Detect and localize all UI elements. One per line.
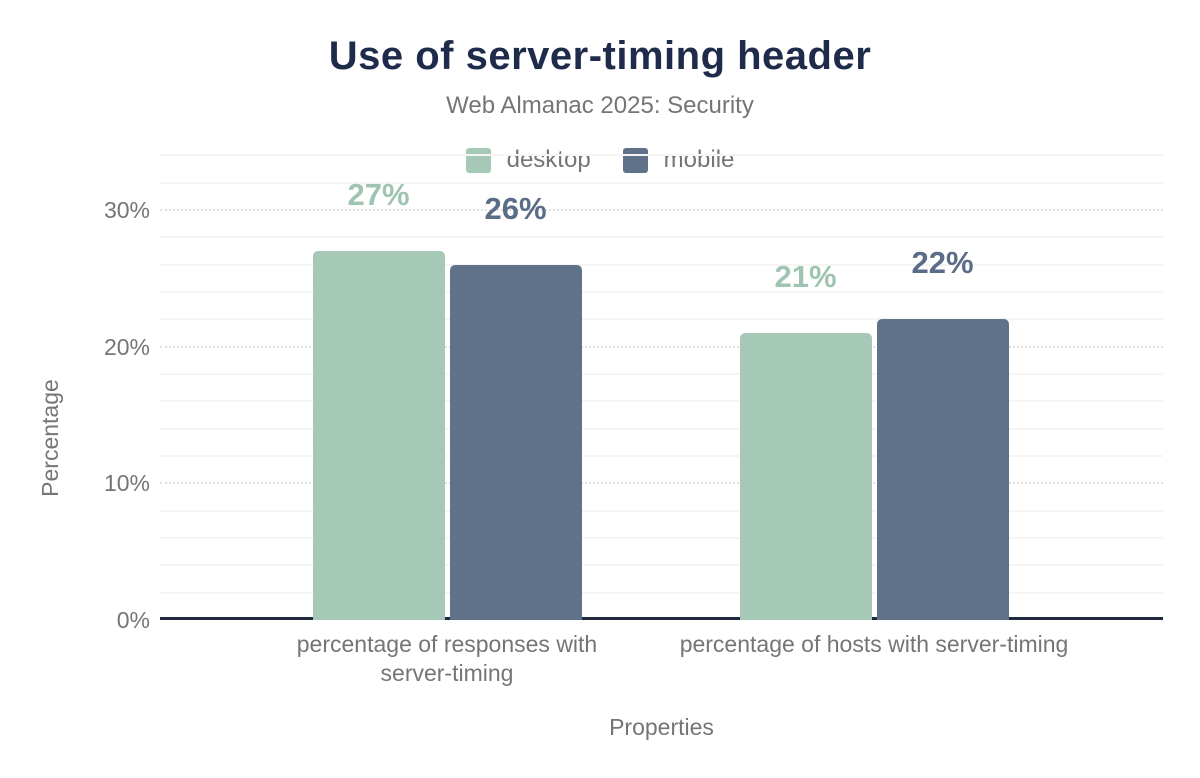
gridline-minor <box>160 181 1163 184</box>
legend-item-desktop: desktop <box>465 146 591 174</box>
gridline-major <box>160 482 1163 485</box>
gridline-minor <box>160 400 1163 403</box>
gridline-minor <box>160 263 1163 266</box>
legend: desktop mobile <box>0 146 1200 174</box>
gridline-minor <box>160 154 1163 157</box>
gridline-minor <box>160 591 1163 594</box>
bar-value-label-mobile-1: 22% <box>911 245 974 281</box>
y-tick-label-0: 0% <box>116 607 150 633</box>
plot-area: 27% 26% 21% 22% <box>160 154 1163 620</box>
chart-title: Use of server-timing header <box>328 34 872 78</box>
legend-label-mobile: mobile <box>663 146 735 173</box>
bar-mobile-0[interactable] <box>449 264 582 620</box>
bar-mobile-1[interactable] <box>876 319 1009 620</box>
gridline-minor <box>160 373 1163 375</box>
category-label-1: percentage of hosts with server-timing <box>679 631 1069 657</box>
gridline-minor <box>160 509 1163 512</box>
y-tick-label-10: 10% <box>103 470 150 497</box>
gridline-minor <box>160 537 1163 539</box>
gridline-minor <box>160 564 1163 567</box>
gridline-major <box>160 345 1163 348</box>
y-tick-label-30: 30% <box>103 196 150 223</box>
gridline-minor <box>160 427 1163 430</box>
bar-value-label-desktop-1: 21% <box>774 259 837 294</box>
bar-desktop-1[interactable] <box>739 333 872 620</box>
legend-swatch-desktop <box>465 147 491 173</box>
legend-swatch-mobile <box>622 147 648 173</box>
y-tick-label-20: 20% <box>103 333 150 360</box>
bar-value-label-mobile-0: 26% <box>484 190 547 226</box>
gridline-minor <box>160 236 1163 239</box>
bar-value-label-desktop-0: 27% <box>347 177 410 212</box>
bar-desktop-0[interactable] <box>312 251 445 620</box>
x-axis-title: Properties <box>609 714 714 740</box>
gridline-minor <box>160 291 1163 293</box>
legend-item-mobile: mobile <box>622 146 735 174</box>
category-label-0: percentage of responses with server-timi… <box>296 631 598 686</box>
gridline-minor <box>160 455 1163 457</box>
legend-label-desktop: desktop <box>506 146 591 173</box>
y-axis-title: Percentage <box>37 379 63 497</box>
gridline-minor <box>160 318 1163 321</box>
gridline-major <box>160 209 1163 211</box>
x-axis-line <box>160 617 1163 620</box>
chart-subtitle: Web Almanac 2025: Security <box>446 92 754 119</box>
